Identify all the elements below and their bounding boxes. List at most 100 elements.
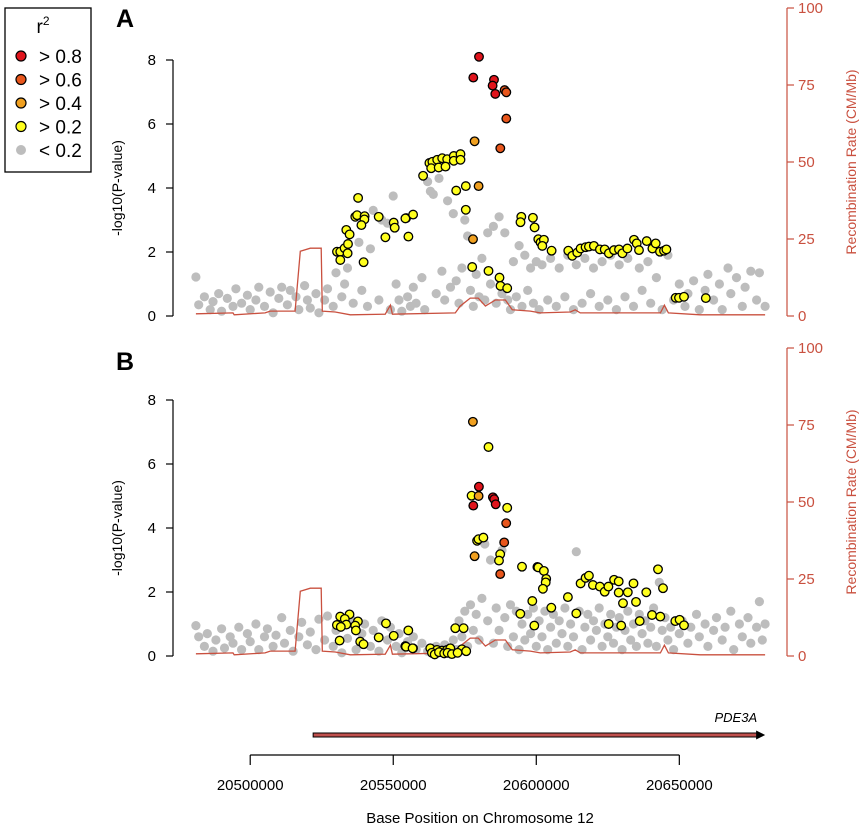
- snp-point-low-ld: [674, 629, 684, 639]
- snp-point: [468, 500, 479, 511]
- snp-point-low-ld: [731, 273, 742, 283]
- snp-point-low-ld: [351, 645, 361, 655]
- snp-points: [191, 51, 770, 318]
- snp-point-low-ld: [214, 289, 224, 299]
- snp-point-low-ld: [583, 609, 593, 620]
- snp-point-low-ld: [709, 295, 719, 305]
- snp-point-low-ld: [480, 295, 490, 305]
- snp-point: [358, 257, 369, 268]
- snp-point: [546, 602, 557, 613]
- snp-point: [501, 87, 512, 98]
- snp-point-low-ld: [457, 632, 467, 642]
- snp-point-low-ld: [528, 298, 539, 308]
- snp-point-low-ld: [743, 613, 753, 623]
- snp-point: [403, 231, 414, 242]
- snp-point-low-ld: [737, 632, 747, 642]
- snp-point-low-ld: [305, 627, 315, 637]
- snp-point-low-ld: [468, 625, 478, 636]
- snp-point: [469, 551, 480, 562]
- snp-point-low-ld: [626, 635, 636, 645]
- snp-point-low-ld: [546, 622, 556, 632]
- legend-title: r2: [36, 14, 49, 38]
- snp-point-low-ld: [554, 263, 564, 273]
- snp-point: [468, 72, 479, 83]
- snp-point-low-ld: [337, 292, 347, 302]
- snp-point-low-ld: [520, 635, 530, 645]
- snp-point: [603, 581, 614, 592]
- y-tick-label: 4: [148, 180, 156, 197]
- snp-point: [403, 625, 414, 636]
- snp-point-low-ld: [374, 646, 384, 656]
- panel-label-a: A: [116, 5, 134, 33]
- y2-axis-label: Recombination Rate (CM/Mb): [843, 409, 859, 594]
- y2-tick-label: 0: [798, 308, 806, 325]
- snp-point-low-ld: [608, 638, 619, 648]
- snp-point-low-ld: [637, 285, 647, 295]
- snp-point-low-ld: [566, 619, 576, 629]
- snp-point: [494, 272, 505, 283]
- snp-point: [653, 564, 663, 575]
- snp-point-low-ld: [194, 632, 204, 642]
- snp-point-low-ld: [274, 293, 284, 303]
- snp-point-low-ld: [268, 308, 278, 318]
- snp-point: [483, 442, 494, 452]
- snp-point-low-ld: [717, 305, 727, 315]
- panel-label-b: B: [116, 348, 134, 376]
- snp-point-low-ld: [417, 273, 427, 283]
- snp-point-low-ld: [417, 638, 427, 648]
- snp-point-low-ld: [543, 295, 553, 305]
- snp-point-low-ld: [485, 279, 496, 289]
- snp-point: [452, 647, 463, 658]
- snp-point-low-ld: [231, 284, 241, 294]
- x-axis-label: Base Position on Chromosome 12: [366, 810, 594, 827]
- snp-point-low-ld: [420, 305, 430, 315]
- legend-label: < 0.2: [39, 141, 82, 162]
- recombination-rate-line: [195, 247, 766, 316]
- snp-point-low-ld: [517, 619, 527, 629]
- snp-point-low-ld: [388, 191, 398, 201]
- snp-point-low-ld: [322, 284, 333, 294]
- snp-point-low-ld: [657, 625, 667, 636]
- snp-point-low-ld: [443, 196, 453, 206]
- snp-point-low-ld: [526, 263, 536, 273]
- snp-point-low-ld: [726, 289, 736, 299]
- snp-point-low-ld: [580, 253, 590, 263]
- y-axis-label: -log10(P-value): [109, 140, 125, 236]
- snp-point-low-ld: [365, 244, 375, 254]
- snp-point-low-ld: [543, 645, 553, 655]
- snp-point-low-ld: [199, 641, 209, 652]
- snp-point-low-ld: [505, 305, 516, 315]
- legend-box: [4, 7, 92, 173]
- snp-point: [418, 170, 429, 181]
- snp-point: [603, 619, 614, 629]
- snp-point-low-ld: [251, 619, 261, 629]
- snp-point-low-ld: [434, 173, 444, 183]
- snp-point-low-ld: [597, 257, 607, 267]
- snp-point-low-ld: [234, 622, 244, 632]
- snp-point-low-ld: [651, 641, 662, 652]
- snp-point: [647, 610, 657, 620]
- y2-tick-label: 50: [798, 494, 815, 511]
- snp-point: [622, 587, 633, 598]
- snp-point-low-ld: [465, 600, 476, 610]
- snp-point-low-ld: [411, 298, 421, 308]
- snp-point-low-ld: [571, 547, 581, 557]
- snp-point-low-ld: [191, 621, 201, 631]
- y-tick-label: 6: [148, 116, 156, 133]
- snp-point-low-ld: [242, 290, 252, 300]
- y2-tick-label: 50: [798, 154, 815, 171]
- snp-point-low-ld: [734, 619, 745, 629]
- snp-point-low-ld: [331, 268, 341, 278]
- snp-point-low-ld: [726, 606, 736, 616]
- snp-point: [562, 592, 573, 603]
- snp-point-low-ld: [694, 632, 704, 642]
- snp-point-low-ld: [551, 638, 561, 648]
- snp-point-low-ld: [245, 305, 255, 315]
- y-tick-label: 0: [148, 308, 156, 325]
- snp-point: [529, 222, 540, 233]
- snp-point-low-ld: [271, 630, 281, 640]
- snp-point-low-ld: [628, 301, 639, 311]
- snp-point-low-ld: [262, 624, 272, 634]
- snp-point-low-ld: [228, 638, 238, 648]
